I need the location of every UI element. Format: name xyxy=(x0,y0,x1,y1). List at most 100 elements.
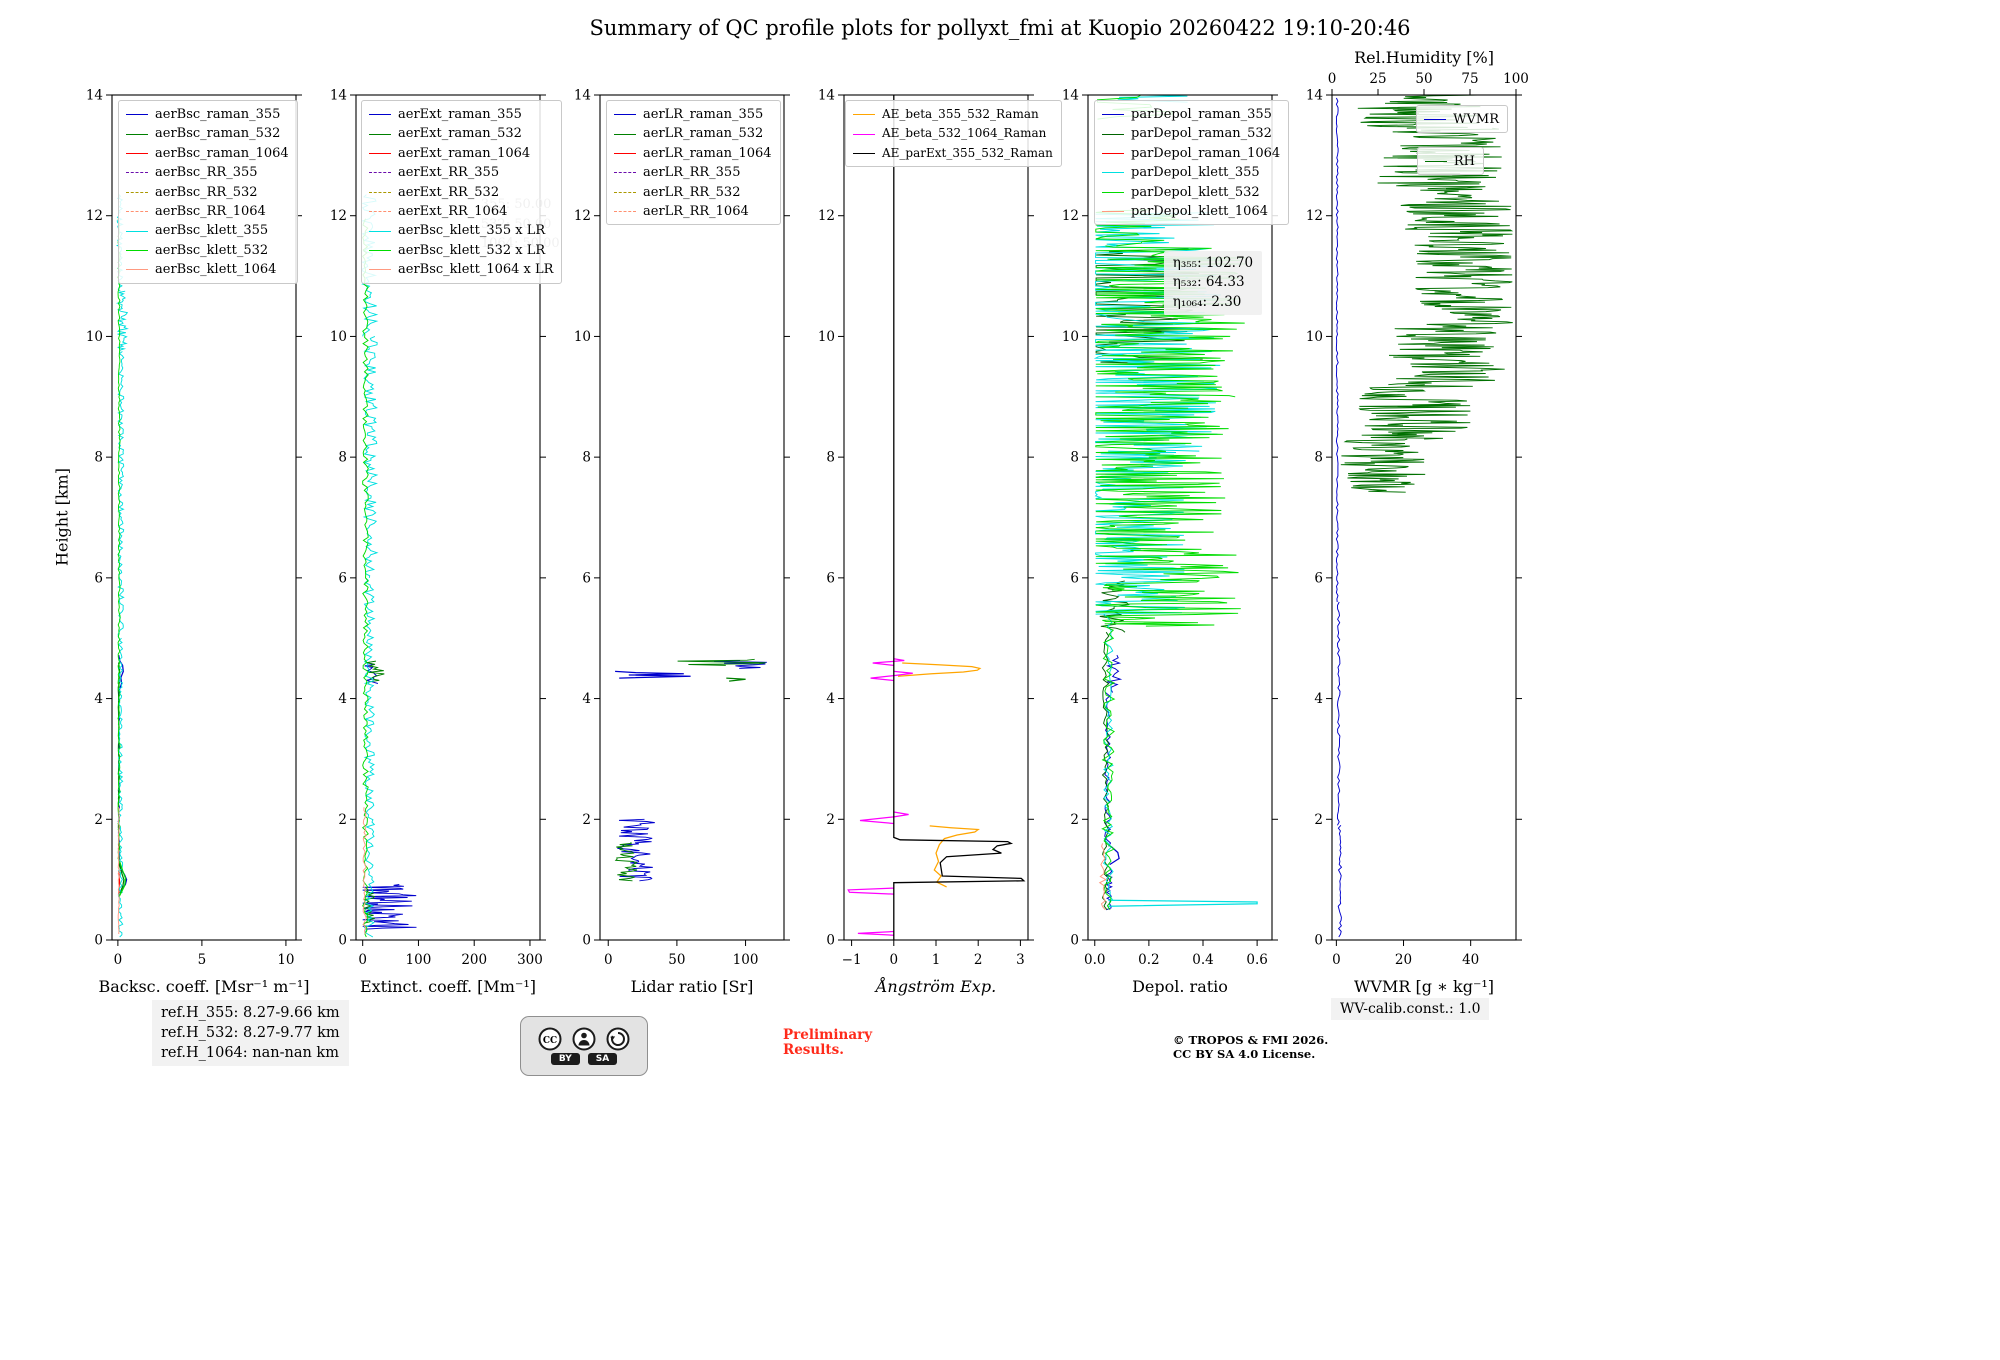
svg-text:200: 200 xyxy=(461,952,487,968)
svg-text:10: 10 xyxy=(818,329,835,345)
panel-extinction: 0 2 4 6 8 10 12 14 0 100 200 300 Extinct. coeff. [Mm… xyxy=(330,88,546,996)
x-axis-label: Ångström Exp. xyxy=(874,976,996,996)
preliminary-note: Preliminary Results. xyxy=(783,1028,872,1058)
series-layer xyxy=(1093,94,1258,911)
preliminary-line-1: Preliminary xyxy=(783,1027,873,1043)
x-axis-label: Extinct. coeff. [Mm⁻¹] xyxy=(360,977,536,996)
svg-text:6: 6 xyxy=(582,570,591,586)
svg-text:0: 0 xyxy=(604,952,613,968)
panel-backscatter: 0 2 4 6 8 10 12 14 0 5 10 Backsc. coeff. [Msr⁻¹ m⁻¹… xyxy=(86,88,310,997)
svg-text:4: 4 xyxy=(1070,691,1079,707)
svg-text:300: 300 xyxy=(517,952,543,968)
svg-text:0: 0 xyxy=(114,952,123,968)
svg-text:0.4: 0.4 xyxy=(1192,952,1213,968)
svg-text:14: 14 xyxy=(1062,88,1079,104)
svg-text:0: 0 xyxy=(1328,71,1337,87)
refh-532: ref.H_532: 8.27-9.77 km xyxy=(161,1025,340,1041)
axes-frame xyxy=(843,94,1029,941)
svg-text:10: 10 xyxy=(1306,329,1323,345)
svg-text:4: 4 xyxy=(338,691,347,707)
series-layer xyxy=(614,658,767,882)
svg-text:2: 2 xyxy=(974,952,983,968)
cc-sa-label: SA xyxy=(587,1053,618,1065)
svg-text:4: 4 xyxy=(1314,691,1323,707)
svg-text:2: 2 xyxy=(94,812,103,828)
svg-text:14: 14 xyxy=(574,88,591,104)
svg-text:100: 100 xyxy=(406,952,432,968)
series-AE_beta_355_532_Raman xyxy=(897,662,982,888)
reference-height-note: ref.H_355: 8.27-9.66 km ref.H_532: 8.27-… xyxy=(152,1000,349,1066)
svg-text:25: 25 xyxy=(1369,71,1386,87)
svg-text:4: 4 xyxy=(582,691,591,707)
svg-text:0: 0 xyxy=(582,933,591,949)
svg-text:14: 14 xyxy=(1306,88,1323,104)
series-parDepol_klett_1064 xyxy=(1098,843,1107,911)
svg-text:−1: −1 xyxy=(842,952,862,968)
svg-text:2: 2 xyxy=(826,812,835,828)
svg-text:10: 10 xyxy=(1062,329,1079,345)
svg-text:14: 14 xyxy=(818,88,835,104)
axis-tick-labels: 0 2 4 6 8 10 12 14 0.0 0.2 0.4 0.6 xyxy=(1062,88,1268,969)
svg-text:14: 14 xyxy=(330,88,347,104)
svg-text:0: 0 xyxy=(1332,952,1341,968)
svg-text:4: 4 xyxy=(94,691,103,707)
wv-calib-note: WV-calib.const.: 1.0 xyxy=(1331,998,1490,1020)
axis-ticks xyxy=(1082,94,1278,946)
preliminary-line-2: Results. xyxy=(783,1042,844,1058)
svg-text:6: 6 xyxy=(1070,570,1079,586)
series-RH xyxy=(1340,94,1514,493)
svg-text:8: 8 xyxy=(826,450,835,466)
axis-tick-labels: 0 2 4 6 8 10 12 14 0 20 40 0 25 50 75 100 xyxy=(1306,71,1529,968)
axis-ticks xyxy=(838,94,1034,946)
svg-text:6: 6 xyxy=(1314,570,1323,586)
svg-text:2: 2 xyxy=(1070,812,1079,828)
svg-text:0: 0 xyxy=(94,933,103,949)
svg-text:2: 2 xyxy=(1314,812,1323,828)
svg-text:12: 12 xyxy=(574,208,591,224)
svg-text:12: 12 xyxy=(1306,208,1323,224)
svg-text:75: 75 xyxy=(1461,71,1478,87)
cc-license-badge: CC BY SA xyxy=(520,1016,648,1076)
svg-text:1: 1 xyxy=(932,952,941,968)
svg-text:6: 6 xyxy=(826,570,835,586)
axis-tick-labels: 0 2 4 6 8 10 12 14 0 5 10 xyxy=(86,88,295,969)
series-aerBsc_klett_1064 xyxy=(117,807,120,935)
x-axis-label: Depol. ratio xyxy=(1132,977,1228,996)
svg-text:0.2: 0.2 xyxy=(1138,952,1159,968)
svg-text:40: 40 xyxy=(1462,952,1479,968)
svg-text:50: 50 xyxy=(668,952,685,968)
svg-text:0: 0 xyxy=(358,952,367,968)
series-WVMR xyxy=(1335,97,1343,938)
cc-by-label: BY xyxy=(550,1053,580,1065)
svg-text:8: 8 xyxy=(1070,450,1079,466)
top-axis-label: Rel.Humidity [%] xyxy=(1354,48,1494,67)
axes-frame xyxy=(1087,94,1273,941)
series-parDepol_klett_355 xyxy=(1093,94,1258,907)
svg-text:0.0: 0.0 xyxy=(1084,952,1105,968)
svg-text:3: 3 xyxy=(1016,952,1025,968)
svg-text:12: 12 xyxy=(330,208,347,224)
svg-text:100: 100 xyxy=(1503,71,1529,87)
series-layer xyxy=(1335,94,1514,938)
svg-text:8: 8 xyxy=(94,450,103,466)
series-aerLR_raman_355 xyxy=(615,660,767,882)
figure-title: Summary of QC profile plots for pollyxt_… xyxy=(589,16,1411,40)
series-AE_beta_532_1064_Raman xyxy=(847,658,913,936)
cc-icons-row: CC xyxy=(538,1027,630,1051)
axis-ticks xyxy=(106,94,302,946)
svg-text:6: 6 xyxy=(94,570,103,586)
svg-text:0: 0 xyxy=(890,952,899,968)
panel-depol-ratio: 0 2 4 6 8 10 12 14 0.0 0.2 0.4 0.6 Depol. ratio xyxy=(1062,88,1278,996)
series-aerBsc_klett_532 xyxy=(117,218,127,897)
axes-frame xyxy=(355,94,541,941)
svg-text:0: 0 xyxy=(1314,933,1323,949)
svg-text:2: 2 xyxy=(338,812,347,828)
svg-text:12: 12 xyxy=(86,208,103,224)
svg-text:0.6: 0.6 xyxy=(1246,952,1267,968)
axes-frame xyxy=(1331,94,1517,941)
svg-text:10: 10 xyxy=(330,329,347,345)
svg-text:2: 2 xyxy=(582,812,591,828)
